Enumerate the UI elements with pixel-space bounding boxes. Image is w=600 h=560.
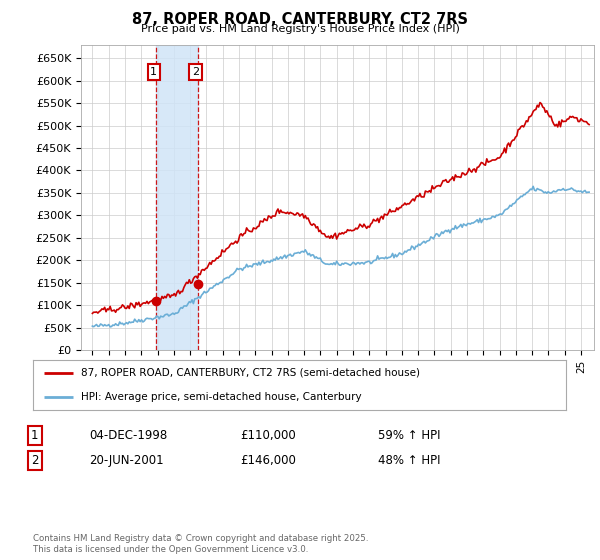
- Text: 1: 1: [31, 429, 38, 442]
- Text: £110,000: £110,000: [240, 429, 296, 442]
- Text: Price paid vs. HM Land Registry's House Price Index (HPI): Price paid vs. HM Land Registry's House …: [140, 24, 460, 34]
- Text: 59% ↑ HPI: 59% ↑ HPI: [378, 429, 440, 442]
- Text: 48% ↑ HPI: 48% ↑ HPI: [378, 454, 440, 467]
- Text: HPI: Average price, semi-detached house, Canterbury: HPI: Average price, semi-detached house,…: [81, 392, 362, 402]
- Text: Contains HM Land Registry data © Crown copyright and database right 2025.
This d: Contains HM Land Registry data © Crown c…: [33, 534, 368, 554]
- Text: 04-DEC-1998: 04-DEC-1998: [89, 429, 167, 442]
- Bar: [156, 45, 198, 350]
- Text: 87, ROPER ROAD, CANTERBURY, CT2 7RS: 87, ROPER ROAD, CANTERBURY, CT2 7RS: [132, 12, 468, 27]
- Text: 1: 1: [150, 67, 157, 77]
- Text: 2: 2: [192, 67, 199, 77]
- Text: 2: 2: [31, 454, 38, 467]
- Text: 87, ROPER ROAD, CANTERBURY, CT2 7RS (semi-detached house): 87, ROPER ROAD, CANTERBURY, CT2 7RS (sem…: [81, 367, 420, 377]
- Text: 20-JUN-2001: 20-JUN-2001: [89, 454, 163, 467]
- Text: £146,000: £146,000: [240, 454, 296, 467]
